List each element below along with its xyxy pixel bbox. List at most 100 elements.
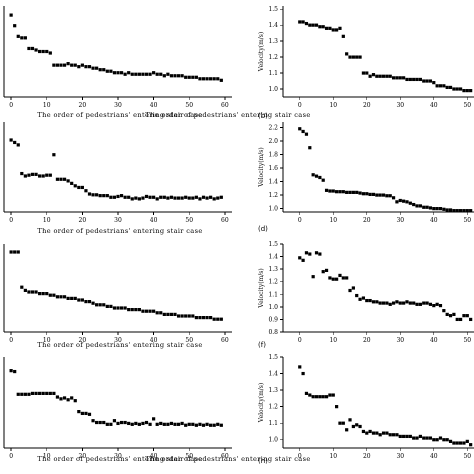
x-tick-label: 50 [463,217,471,224]
data-point [173,312,177,316]
data-point [45,173,49,177]
data-point [428,79,433,83]
data-point [73,296,77,300]
data-point [34,48,38,52]
data-point [70,396,74,400]
data-point [180,421,184,426]
data-point [201,195,206,199]
data-point [180,196,184,200]
data-point [73,399,77,403]
data-point [415,302,419,306]
data-point [127,421,131,426]
data-point [9,250,13,254]
data-point [405,300,409,304]
data-point [428,436,433,440]
data-point [212,197,216,201]
data-point [432,304,436,308]
data-point [180,314,184,318]
data-point [331,189,335,193]
data-point [16,250,20,254]
data-point [34,290,38,294]
data-point [348,55,352,59]
data-point [308,146,312,150]
data-point [368,192,372,197]
x-tick-label: 40 [150,102,158,109]
data-point [102,68,106,72]
data-point [418,204,422,208]
data-point [77,298,81,302]
data-point [98,303,102,307]
data-point [134,421,138,426]
data-point [70,181,74,185]
data-point [116,306,120,310]
x-tick-label: 20 [363,102,371,109]
data-point [425,205,429,209]
data-point [438,436,443,440]
data-point [116,194,120,199]
data-point [216,422,220,426]
data-point [169,195,174,199]
data-point [159,195,163,199]
x-tick-label: 50 [463,102,471,109]
data-point [445,85,449,90]
data-point [123,420,127,425]
data-point [169,421,174,426]
data-point [70,296,74,300]
data-point [112,195,117,199]
data-point [198,422,202,426]
data-point [381,301,386,305]
data-point [130,308,134,312]
data-point [415,204,419,208]
data-point [209,77,213,81]
data-point [435,438,439,442]
data-point [20,392,24,396]
data-point [465,439,469,443]
data-point [469,89,473,93]
data-point [425,79,429,83]
data-point [134,196,138,200]
x-tick-label: 50 [185,453,193,460]
x-tick-label: 40 [430,337,438,344]
x-tick-label: 30 [396,102,404,109]
data-point [298,365,302,369]
data-point [95,303,99,307]
data-point [371,431,376,435]
x-tick-label: 50 [463,337,471,344]
data-point [191,75,195,79]
data-point [301,258,305,262]
data-point [80,63,84,67]
data-point [304,391,309,395]
data-point [345,428,349,432]
data-point [191,422,195,426]
data-point [41,292,45,296]
data-point [445,438,449,442]
data-point [458,87,463,91]
data-point [385,194,389,198]
data-point [77,65,81,69]
data-point [442,438,446,442]
y-tick-label: 1.4 [268,254,278,261]
data-point [314,174,319,178]
data-point [338,26,342,30]
x-axis-label: The order of pedestrians' entering stair… [145,111,310,119]
data-point [355,423,359,427]
data-point [144,194,149,199]
x-tick-label: 60 [221,217,229,224]
data-point [432,438,436,442]
data-point [358,297,362,301]
data-point [55,395,60,399]
y-tick-label: 2.0 [268,138,278,145]
data-point [141,72,145,76]
data-point [358,424,362,429]
y-tick-label: 1.2 [268,54,278,61]
data-point [212,77,216,81]
data-point [62,295,67,299]
data-point [371,300,376,304]
data-point [402,199,406,203]
data-point [368,74,372,78]
data-point [402,301,406,305]
data-point [338,273,342,278]
data-point [378,74,382,78]
data-point [130,197,134,201]
x-tick-label: 60 [221,102,229,109]
